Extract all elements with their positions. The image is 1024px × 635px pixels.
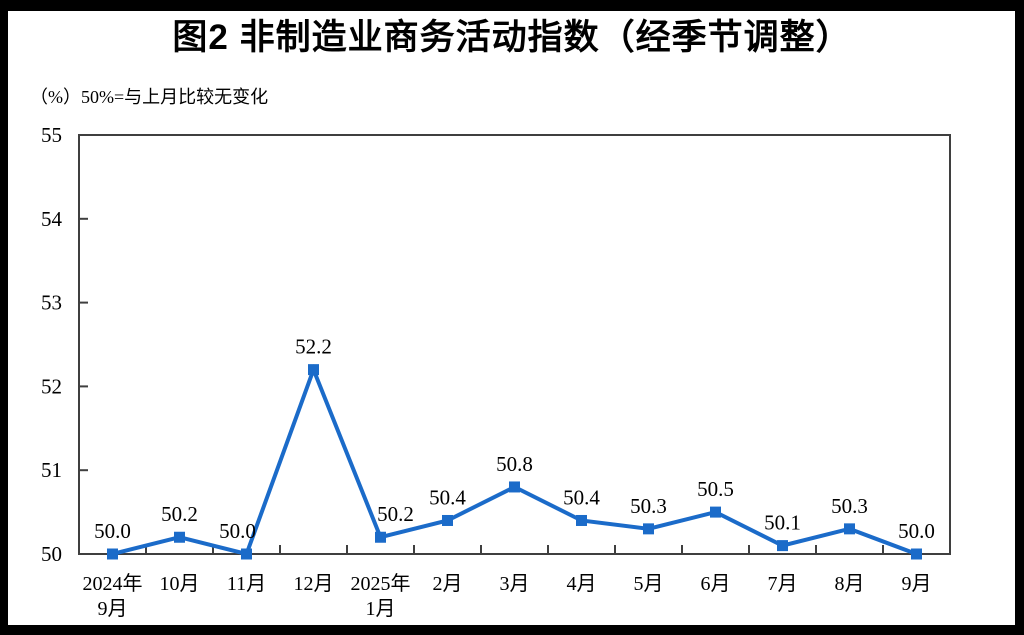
x-axis-label: 2月 [433,573,463,595]
data-point-label: 50.2 [161,502,198,526]
y-axis-label: 54 [41,207,63,231]
data-point-label: 50.1 [764,511,801,535]
y-axis-label: 51 [41,458,62,482]
data-point-marker [777,540,788,552]
y-axis-label: 55 [41,123,62,147]
x-axis-label: 11月 [227,573,266,595]
y-axis-label: 50 [41,542,62,566]
y-axis-label: 52 [41,374,62,398]
data-point-marker [576,514,587,526]
data-point-label: 50.2 [377,502,414,526]
data-point-label: 50.3 [831,494,868,518]
x-axis-label: 9月 [902,573,932,595]
x-axis-label: 6月 [701,573,731,595]
x-axis-label: 4月 [567,573,597,595]
data-point-label: 50.0 [94,519,131,543]
chart-canvas [8,11,1015,625]
plot-border [78,134,951,555]
x-axis-label: 9月 [98,598,128,620]
data-point-marker [308,364,319,376]
x-axis-label: 8月 [835,573,865,595]
data-point-label: 50.4 [429,485,466,509]
data-point-label: 50.4 [563,485,600,509]
x-axis-label: 5月 [634,573,664,595]
x-axis-label: 7月 [768,573,798,595]
x-axis-label: 1月 [366,598,396,620]
x-axis-label: 2024年 [83,572,143,595]
y-axis-label: 53 [41,291,62,315]
data-point-marker [509,481,520,493]
y-axis-unit-note: （%）50%=与上月比较无变化 [30,87,269,107]
data-point-marker [911,548,922,560]
data-point-label: 50.3 [630,494,667,518]
x-axis-label: 3月 [500,573,530,595]
data-point-marker [710,506,721,518]
data-point-label: 52.2 [295,335,332,359]
x-axis-label: 2025年 [351,572,411,595]
data-point-label: 50.0 [898,519,935,543]
data-point-label: 50.8 [496,452,533,476]
data-point-marker [844,523,855,535]
data-point-marker [107,548,118,560]
chart-title: 图2 非制造业商务活动指数（经季节调整） [172,18,852,57]
data-point-marker [174,531,185,543]
data-point-marker [375,531,386,543]
x-axis-label: 12月 [294,573,334,595]
data-point-label: 50.0 [219,519,256,543]
data-point-marker [442,514,453,526]
data-point-label: 50.5 [697,477,734,501]
data-point-marker [643,523,654,535]
data-point-marker [241,548,252,560]
x-axis-label: 10月 [160,573,200,595]
